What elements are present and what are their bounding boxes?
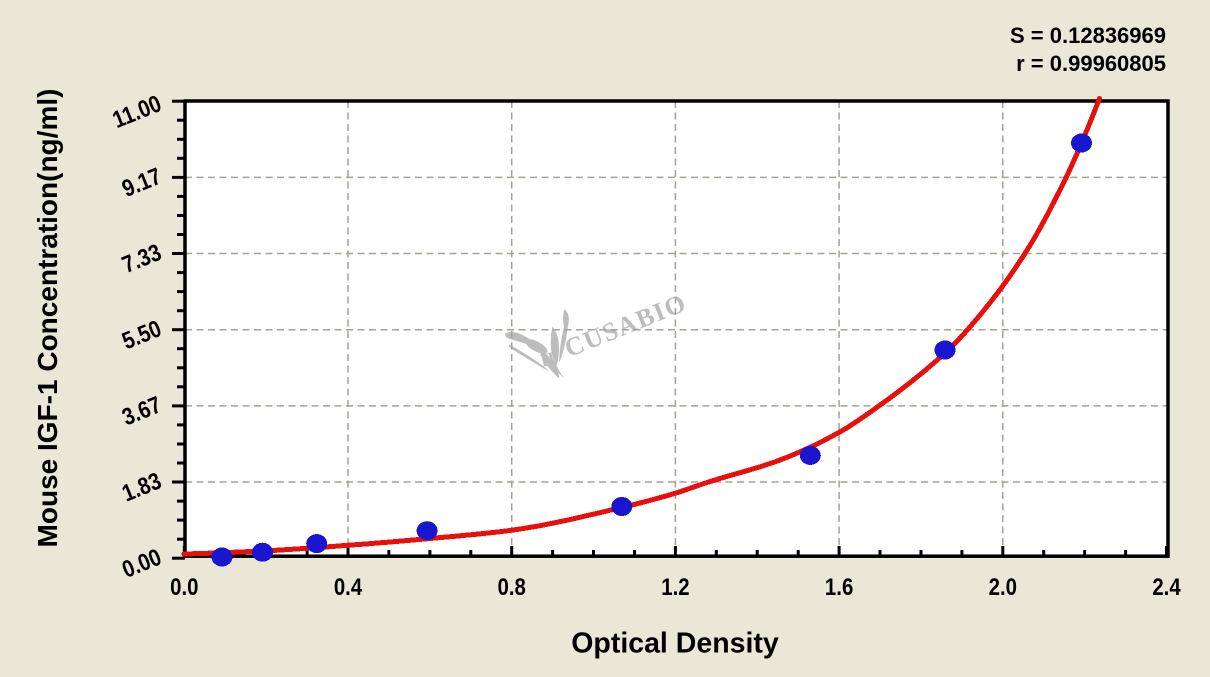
svg-text:Mouse IGF-1 Concentration(ng/m: Mouse IGF-1 Concentration(ng/ml) bbox=[32, 89, 63, 548]
svg-text:0.8: 0.8 bbox=[498, 573, 526, 600]
svg-text:r = 0.99960805: r = 0.99960805 bbox=[1016, 51, 1166, 76]
svg-text:1.6: 1.6 bbox=[825, 573, 853, 600]
svg-text:0.4: 0.4 bbox=[334, 573, 363, 600]
svg-text:2.4: 2.4 bbox=[1152, 573, 1181, 600]
svg-text:Optical Density: Optical Density bbox=[571, 628, 779, 660]
svg-text:2.0: 2.0 bbox=[989, 573, 1017, 600]
svg-text:0.0: 0.0 bbox=[170, 573, 198, 600]
svg-text:1.2: 1.2 bbox=[661, 573, 689, 600]
svg-text:S = 0.12836969: S = 0.12836969 bbox=[1010, 23, 1166, 48]
svg-text:H: H bbox=[538, 348, 557, 371]
